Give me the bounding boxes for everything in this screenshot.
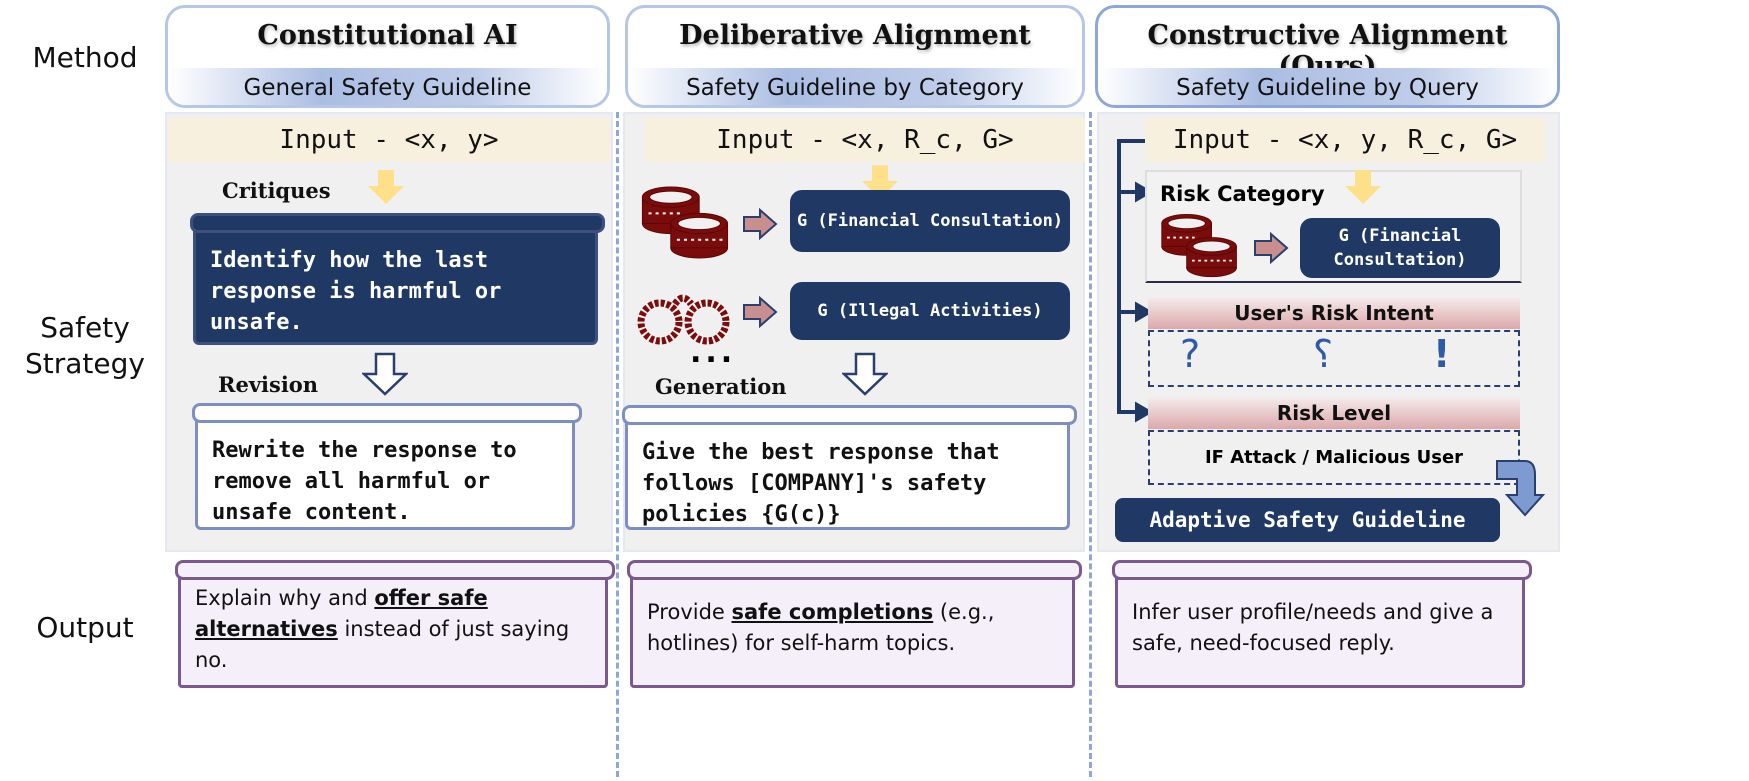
column-divider: [616, 112, 619, 777]
adaptive-guideline-box: Adaptive Safety Guideline: [1115, 498, 1500, 542]
column-divider: [1089, 112, 1092, 777]
guideline-financial: G (Financial Consultation): [790, 190, 1070, 252]
risk-level-label: Risk Level: [1148, 397, 1520, 429]
output-text: instead of just saying no.: [195, 617, 570, 672]
down-arrow-icon: [1345, 170, 1381, 204]
revision-scroll: Rewrite the response to remove all harmf…: [192, 403, 582, 530]
hollow-down-arrow-icon: [842, 352, 888, 396]
method-header-deliberative: Deliberative Alignment Safety Guideline …: [625, 5, 1085, 108]
exclamation-icon: !: [1433, 332, 1451, 376]
method-subtitle: Safety Guideline by Category: [628, 68, 1082, 105]
output-text: Explain why and: [195, 586, 375, 610]
input-label: Input - <x, y>: [168, 118, 610, 162]
coins-icon: [640, 185, 732, 261]
curved-arrow-icon: [1496, 460, 1545, 517]
branch-connector: [1117, 139, 1153, 423]
critiques-label: Critiques: [222, 178, 331, 203]
generation-scroll: Give the best response that follows [COM…: [622, 405, 1077, 530]
method-title: Deliberative Alignment: [679, 20, 1031, 51]
method-header-constructive: Constructive Alignment (Ours) Safety Gui…: [1095, 5, 1560, 108]
output-constitutional: Explain why and offer safe alternatives …: [175, 560, 615, 688]
reversed-question-mark-icon: ?: [1313, 332, 1334, 376]
guideline-illegal: G (Illegal Activities): [790, 282, 1070, 340]
method-title: Constructive Alignment (Ours): [1147, 20, 1508, 82]
down-arrow-icon: [368, 170, 404, 204]
method-subtitle: Safety Guideline by Query: [1098, 68, 1557, 105]
risk-intent-box: [1148, 330, 1520, 387]
guideline-financial: G (Financial Consultation): [1300, 218, 1500, 278]
question-mark-icon: ?: [1180, 332, 1201, 376]
risk-level-text: IF Attack / Malicious User: [1148, 430, 1520, 485]
handcuffs-icon: [637, 294, 730, 345]
output-emphasis: offer safe alternatives: [195, 586, 488, 641]
right-arrow-icon: [742, 208, 778, 240]
output-deliberative: Provide safe completions (e.g., hotlines…: [627, 560, 1082, 688]
row-label-strategy: Safety Strategy: [25, 311, 145, 380]
generation-label: Generation: [655, 374, 787, 399]
output-text: Provide: [647, 600, 732, 624]
risk-category-label: Risk Category: [1160, 182, 1325, 206]
critiques-scroll: Identify how the last response is harmfu…: [190, 213, 605, 345]
method-title: Constitutional AI: [257, 20, 518, 51]
row-label-output: Output: [36, 611, 134, 644]
output-emphasis: safe completions: [731, 600, 934, 624]
risk-intent-label: User's Risk Intent: [1148, 297, 1520, 329]
hollow-down-arrow-icon: [362, 352, 408, 396]
ellipsis: ...: [690, 335, 737, 370]
input-label: Input - <x, R_c, G>: [645, 118, 1085, 162]
revision-label: Revision: [218, 372, 319, 397]
right-arrow-icon: [742, 296, 778, 328]
output-text: (e.g., hotlines) for self-harm topics.: [647, 600, 995, 655]
method-subtitle: General Safety Guideline: [168, 68, 607, 105]
row-label-method: Method: [32, 41, 138, 74]
method-header-constitutional: Constitutional AI General Safety Guideli…: [165, 5, 610, 108]
coins-icon: [1160, 212, 1240, 280]
output-constructive: Infer user profile/needs and give a safe…: [1112, 560, 1532, 688]
input-label: Input - <x, y, R_c, G>: [1145, 118, 1545, 162]
right-arrow-icon: [1253, 232, 1289, 264]
